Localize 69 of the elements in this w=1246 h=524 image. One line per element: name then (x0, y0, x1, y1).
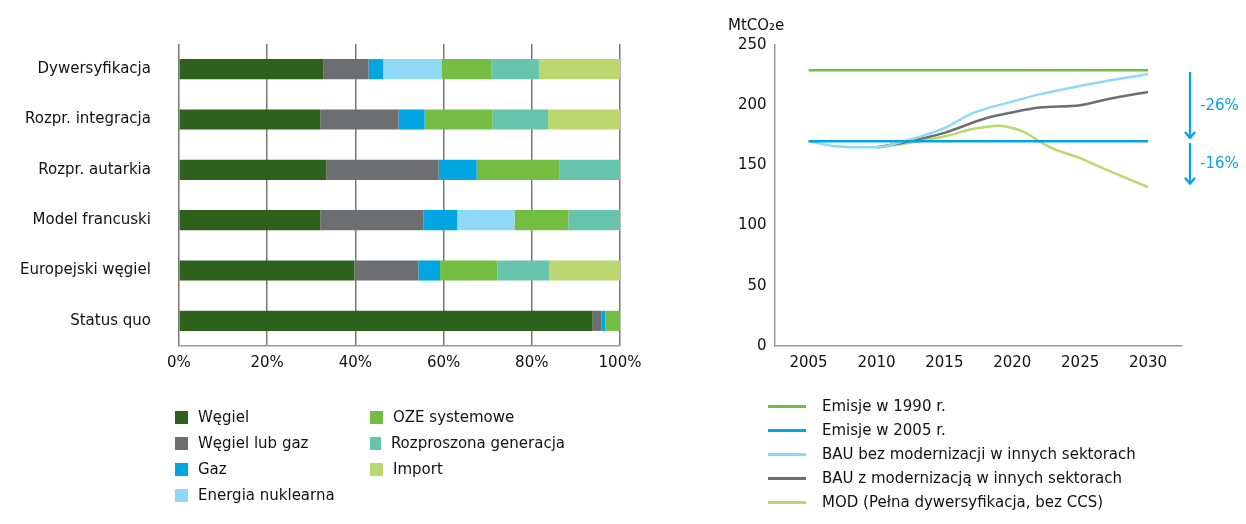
x-tick-label: 40% (338, 352, 373, 371)
bar (438, 159, 477, 180)
legend-label: Węgiel (198, 408, 250, 426)
y-tick-label: 100 (737, 215, 767, 234)
x-tick-label: 100% (598, 352, 642, 371)
bar (441, 59, 492, 80)
bar (492, 109, 549, 130)
legend-label: Energia nuklearna (198, 486, 335, 504)
legend-label: BAU z modernizacją w innych sektorach (822, 469, 1123, 487)
legend-label: Węgiel lub gaz (198, 434, 309, 452)
bar (398, 109, 425, 130)
bar (568, 210, 620, 231)
y-tick-label: 0 (757, 335, 767, 354)
bar (476, 159, 560, 180)
bar (179, 159, 327, 180)
bar (383, 59, 442, 80)
bar (548, 109, 620, 130)
text: -26% (1200, 95, 1239, 114)
bar (179, 260, 355, 281)
line-series (807, 72, 1150, 149)
bar (179, 109, 321, 130)
bar (440, 260, 498, 281)
bar (592, 310, 602, 331)
x-tick-label: 0% (167, 352, 191, 371)
x-tick-label: 80% (515, 352, 549, 371)
bar (538, 59, 620, 80)
x-tick-label: 20% (250, 352, 284, 371)
y-tick-label: Europejski węgiel (20, 260, 151, 279)
bar (605, 310, 620, 331)
legend-label: MOD (Pełna dywersyfikacja, bez CCS) (822, 493, 1104, 511)
x-tick-label: 2030 (1128, 352, 1168, 371)
x-tick-label: 60% (426, 352, 461, 371)
y-tick-label: 150 (737, 155, 767, 174)
y-tick-label: 50 (747, 275, 767, 294)
bar (601, 310, 606, 331)
legend-label: BAU bez modernizacji w innych sektorach (822, 445, 1136, 463)
bar (457, 210, 515, 231)
bar (559, 159, 620, 180)
bar (179, 210, 321, 231)
legend-label: Gaz (198, 460, 227, 478)
bar (179, 310, 593, 331)
x-tick-label: 2010 (857, 352, 896, 371)
x-tick-label: 2020 (993, 352, 1032, 371)
text: -16% (1200, 154, 1239, 173)
bar (497, 260, 550, 281)
y-tick-label: 250 (737, 34, 767, 53)
y-tick-label: Model francuski (32, 210, 151, 229)
bar (418, 260, 441, 281)
bar (514, 210, 569, 231)
y-tick-label: Rozpr. integracja (25, 109, 151, 128)
y-tick-label: Dywersyfikacja (37, 59, 151, 78)
x-tick-label: 2025 (1061, 352, 1100, 371)
legend-label: Emisje w 1990 r. (822, 397, 946, 415)
bar (491, 59, 539, 80)
x-tick-label: 2005 (789, 352, 828, 371)
bar (179, 59, 324, 80)
y-tick-label: Rozpr. autarkia (38, 159, 151, 178)
legend-label: Import (393, 460, 443, 478)
y-axis-title: MtCO₂e (728, 16, 785, 34)
bar (549, 260, 620, 281)
bar (424, 109, 493, 130)
y-tick-label: 200 (737, 95, 767, 114)
legend-label: OZE systemowe (393, 408, 515, 426)
bar (368, 59, 384, 80)
bar (423, 210, 458, 231)
legend-label: Emisje w 2005 r. (822, 421, 946, 439)
legend-label: Rozproszona generacja (390, 434, 565, 452)
y-tick-label: Status quo (70, 310, 151, 329)
x-tick-label: 2015 (925, 352, 964, 371)
